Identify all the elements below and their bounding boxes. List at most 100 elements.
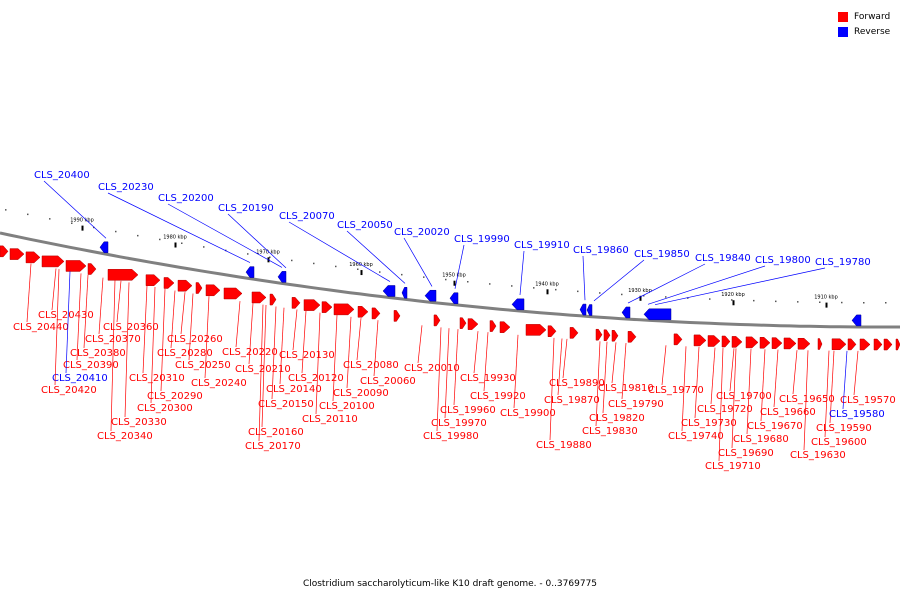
reverse-gene-label: CLS_19990 xyxy=(454,234,510,245)
forward-gene-label: CLS_20110 xyxy=(302,414,358,425)
forward-leader-line xyxy=(694,346,700,419)
forward-gene xyxy=(721,335,731,348)
legend-forward: Forward xyxy=(838,9,890,24)
forward-gene-label: CLS_19680 xyxy=(733,434,789,445)
scale-dot xyxy=(159,238,161,241)
forward-gene-label: CLS_20280 xyxy=(157,348,213,359)
forward-gene-label: CLS_19580 xyxy=(829,409,885,420)
scale-dot xyxy=(5,209,7,211)
forward-gene-label: CLS_20140 xyxy=(266,384,322,395)
scale-dot xyxy=(247,253,249,255)
forward-leader-line xyxy=(301,310,307,374)
scale-dot xyxy=(357,268,359,270)
forward-gene xyxy=(673,333,683,346)
forward-gene xyxy=(797,337,811,350)
forward-gene-label: CLS_20250 xyxy=(175,360,231,371)
genome-backbone xyxy=(0,231,900,329)
forward-leader-line xyxy=(417,325,423,364)
forward-gene-label: CLS_20340 xyxy=(97,431,153,442)
forward-gene-label: CLS_19920 xyxy=(470,391,526,402)
forward-leader-line xyxy=(483,332,489,392)
forward-gene xyxy=(627,331,637,343)
forward-gene-label: CLS_20360 xyxy=(103,322,159,333)
forward-gene-label: CLS_20060 xyxy=(360,376,416,387)
forward-gene-label: CLS_20380 xyxy=(70,348,126,359)
forward-leader-line xyxy=(611,342,617,384)
reverse-leader-line xyxy=(288,221,391,282)
forward-gene-label: CLS_19730 xyxy=(681,418,737,429)
forward-gene xyxy=(489,320,497,332)
forward-gene-label: CLS_20010 xyxy=(404,363,460,374)
scale-dot xyxy=(269,256,271,258)
scale-dot xyxy=(489,283,491,285)
forward-leader-line xyxy=(444,328,450,419)
forward-gene-label: CLS_19960 xyxy=(440,405,496,416)
forward-leader-line xyxy=(842,350,848,410)
forward-gene-label: CLS_19930 xyxy=(460,373,516,384)
scale-tick-label: 1940 kbp xyxy=(535,281,559,287)
forward-gene xyxy=(783,337,797,350)
forward-gene xyxy=(321,301,333,313)
forward-leader-line xyxy=(746,348,752,435)
reverse-gene-label: CLS_19800 xyxy=(755,255,811,266)
forward-gene-label: CLS_20170 xyxy=(245,441,301,452)
forward-leader-line xyxy=(83,274,89,349)
forward-gene xyxy=(251,291,267,304)
reverse-gene-label: CLS_19860 xyxy=(573,245,629,256)
forward-gene-label: CLS_19870 xyxy=(544,395,600,406)
forward-gene-label: CLS_19600 xyxy=(811,437,867,448)
reverse-leader-line xyxy=(107,192,251,263)
forward-leader-line xyxy=(473,331,479,374)
forward-gene xyxy=(195,282,203,294)
forward-gene-label: CLS_19710 xyxy=(705,461,761,472)
scale-dot xyxy=(863,302,865,304)
forward-gene-label: CLS_20440 xyxy=(13,322,69,333)
reverse-gene xyxy=(579,303,587,316)
scale-dot xyxy=(49,218,51,220)
forward-gene xyxy=(459,317,467,329)
scale-tick xyxy=(546,289,549,295)
forward-gene-label: CLS_20160 xyxy=(248,427,304,438)
forward-leader-line xyxy=(315,312,321,415)
forward-leader-line xyxy=(710,347,716,405)
forward-leader-line xyxy=(204,296,210,379)
scale-dot xyxy=(621,293,623,296)
forward-leader-line xyxy=(356,318,362,361)
reverse-gene xyxy=(851,314,862,327)
scale-tick xyxy=(453,280,456,286)
forward-gene-label: CLS_19810 xyxy=(598,383,654,394)
reverse-swatch xyxy=(838,26,848,37)
reverse-leader-line xyxy=(346,230,406,284)
forward-gene xyxy=(9,248,25,260)
forward-gene xyxy=(269,293,277,306)
reverse-gene xyxy=(621,306,631,319)
forward-gene xyxy=(333,303,355,316)
forward-leader-line xyxy=(170,290,176,349)
reverse-gene-label: CLS_19850 xyxy=(634,249,690,260)
scale-dot xyxy=(841,301,843,304)
scale-dot xyxy=(577,290,579,293)
forward-gene-label: CLS_20410 xyxy=(52,373,108,384)
reverse-gene xyxy=(449,292,459,304)
scale-dot xyxy=(885,302,887,304)
forward-leader-line xyxy=(621,342,627,400)
reverse-gene xyxy=(586,304,593,316)
reverse-gene-label: CLS_20020 xyxy=(394,227,450,238)
forward-leader-line xyxy=(98,277,104,335)
reverse-gene xyxy=(382,285,396,297)
forward-gene xyxy=(371,307,381,320)
reverse-gene xyxy=(424,289,437,302)
legend: Forward Reverse xyxy=(838,9,890,39)
forward-leader-line xyxy=(261,304,267,428)
forward-gene-label: CLS_19650 xyxy=(779,394,835,405)
legend-reverse-label: Reverse xyxy=(854,26,891,37)
scale-tick xyxy=(639,295,642,301)
forward-gene xyxy=(883,338,893,351)
forward-gene-label: CLS_20150 xyxy=(258,399,314,410)
scale-dot xyxy=(379,271,381,273)
forward-gene xyxy=(595,328,603,341)
reverse-leader-line xyxy=(647,265,766,305)
forward-gene-label: CLS_20310 xyxy=(129,373,185,384)
forward-gene xyxy=(499,321,511,333)
forward-leader-line xyxy=(332,314,338,402)
